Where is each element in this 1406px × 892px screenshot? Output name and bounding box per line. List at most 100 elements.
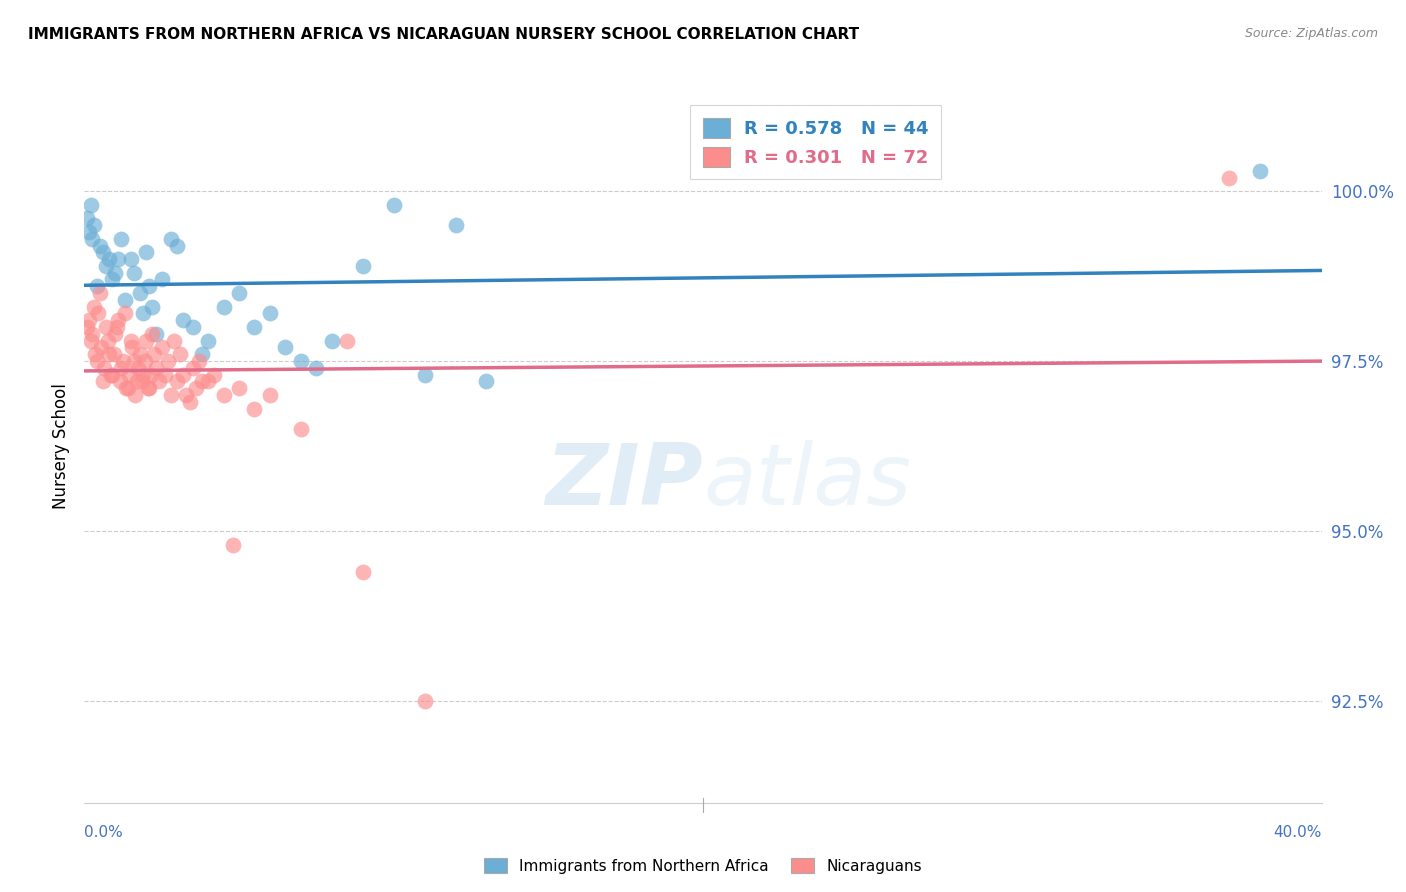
Point	[104, 326, 127, 341]
Point	[84, 347, 107, 361]
Point	[145, 360, 167, 375]
Point	[94, 259, 117, 273]
Point	[86, 279, 108, 293]
Point	[352, 565, 374, 579]
Point	[181, 320, 204, 334]
Point	[114, 306, 136, 320]
Point	[89, 238, 111, 252]
Point	[163, 334, 186, 348]
Point	[82, 326, 104, 341]
Point	[127, 360, 149, 375]
Point	[101, 272, 124, 286]
Point	[228, 286, 250, 301]
Point	[141, 326, 163, 341]
Point	[172, 313, 194, 327]
Point	[129, 347, 152, 361]
Point	[77, 225, 100, 239]
Point	[132, 368, 155, 382]
Point	[191, 347, 214, 361]
Point	[179, 394, 201, 409]
Point	[90, 341, 112, 355]
Point	[172, 368, 194, 382]
Point	[100, 368, 122, 382]
Text: 40.0%: 40.0%	[1274, 825, 1322, 840]
Point	[110, 360, 132, 375]
Point	[105, 320, 128, 334]
Point	[274, 341, 297, 355]
Point	[129, 286, 152, 301]
Point	[86, 354, 108, 368]
Point	[83, 300, 105, 314]
Point	[79, 198, 101, 212]
Point	[197, 334, 219, 348]
Point	[141, 300, 163, 314]
Point	[135, 334, 157, 348]
Point	[156, 354, 179, 368]
Point	[259, 388, 281, 402]
Point	[104, 266, 127, 280]
Point	[222, 537, 245, 551]
Point	[290, 422, 312, 436]
Point	[110, 232, 132, 246]
Point	[77, 313, 100, 327]
Point	[290, 354, 312, 368]
Point	[228, 381, 250, 395]
Point	[352, 259, 374, 273]
Point	[122, 266, 145, 280]
Point	[143, 347, 166, 361]
Point	[101, 368, 124, 382]
Point	[202, 368, 225, 382]
Point	[160, 388, 183, 402]
Text: atlas: atlas	[703, 440, 911, 524]
Point	[413, 694, 436, 708]
Point	[139, 368, 162, 382]
Text: ZIP: ZIP	[546, 440, 703, 524]
Point	[120, 252, 142, 266]
Point	[124, 388, 146, 402]
Point	[89, 286, 111, 301]
Point	[160, 232, 183, 246]
Y-axis label: Nursery School: Nursery School	[52, 383, 70, 509]
Text: Source: ZipAtlas.com: Source: ZipAtlas.com	[1244, 27, 1378, 40]
Point	[136, 381, 159, 395]
Point	[444, 218, 467, 232]
Point	[131, 375, 153, 389]
Text: 0.0%: 0.0%	[84, 825, 124, 840]
Point	[108, 375, 131, 389]
Point	[259, 306, 281, 320]
Point	[187, 354, 209, 368]
Point	[121, 341, 143, 355]
Point	[150, 272, 173, 286]
Point	[191, 375, 214, 389]
Point	[150, 341, 173, 355]
Point	[321, 334, 343, 348]
Point	[153, 368, 176, 382]
Point	[181, 360, 204, 375]
Point	[184, 381, 207, 395]
Point	[243, 320, 266, 334]
Point	[166, 375, 188, 389]
Point	[243, 401, 266, 416]
Point	[76, 320, 98, 334]
Text: IMMIGRANTS FROM NORTHERN AFRICA VS NICARAGUAN NURSERY SCHOOL CORRELATION CHART: IMMIGRANTS FROM NORTHERN AFRICA VS NICAR…	[28, 27, 859, 42]
Point	[114, 293, 136, 307]
Point	[115, 381, 138, 395]
Point	[1218, 170, 1240, 185]
Point	[76, 211, 98, 226]
Point	[94, 320, 117, 334]
Point	[138, 279, 160, 293]
Point	[93, 360, 115, 375]
Point	[336, 334, 359, 348]
Point	[117, 381, 139, 395]
Point	[79, 334, 101, 348]
Point	[96, 334, 118, 348]
Point	[107, 252, 129, 266]
Point	[305, 360, 328, 375]
Point	[118, 368, 141, 382]
Point	[212, 300, 235, 314]
Point	[176, 388, 198, 402]
Point	[169, 347, 191, 361]
Legend: Immigrants from Northern Africa, Nicaraguans: Immigrants from Northern Africa, Nicarag…	[478, 852, 928, 880]
Point	[98, 347, 121, 361]
Point	[145, 326, 167, 341]
